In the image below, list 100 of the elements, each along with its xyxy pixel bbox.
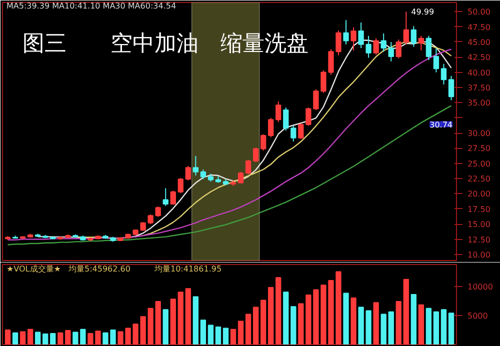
- y-tick-label: 45.00: [468, 38, 490, 47]
- bar: [72, 332, 78, 344]
- bar: [12, 332, 18, 344]
- y-tick-label: 50.00: [468, 8, 490, 17]
- bar: [373, 302, 379, 344]
- bar: [426, 308, 432, 344]
- candlestick: [155, 206, 161, 218]
- y-tick-label: 37.50: [468, 83, 490, 92]
- candlestick: [358, 22, 364, 49]
- bar: [50, 332, 56, 344]
- bar: [283, 292, 289, 344]
- candlestick: [252, 147, 259, 163]
- candlestick: [380, 32, 386, 52]
- y-tick-label: 10.00: [468, 250, 490, 260]
- candlestick: [366, 35, 372, 58]
- bar: [380, 314, 386, 344]
- bar: [403, 278, 409, 344]
- y-tick-label: 22.50: [468, 174, 490, 184]
- bar: [343, 292, 349, 344]
- candlestick: [433, 48, 440, 73]
- candlestick: [343, 20, 349, 45]
- bar: [396, 300, 402, 344]
- candlestick: [268, 117, 274, 138]
- candlestick: [373, 38, 379, 56]
- bar: [4, 329, 11, 344]
- candlestick: [245, 159, 252, 175]
- candlestick: [162, 188, 168, 206]
- bar: [192, 296, 199, 344]
- bar: [433, 311, 440, 344]
- bar: [418, 304, 424, 344]
- y-tick-label: 20.00: [468, 190, 490, 199]
- bar: [65, 330, 71, 344]
- line-series: [7, 105, 452, 246]
- bar: [200, 320, 206, 344]
- candlestick: [426, 35, 432, 61]
- annotation: 49.99: [411, 8, 434, 17]
- bar: [230, 328, 236, 344]
- candlestick: [260, 134, 266, 152]
- y-tick-label: 40.00: [468, 68, 490, 78]
- candlestick: [200, 168, 206, 180]
- bar: [245, 314, 252, 344]
- y-tick-label: 47.50: [468, 22, 490, 32]
- annotation: ★VOL成交量★: [6, 264, 61, 274]
- bar: [388, 311, 394, 344]
- bar: [58, 332, 64, 344]
- bar: [185, 288, 191, 344]
- bar: [155, 300, 161, 344]
- bar: [20, 331, 26, 344]
- annotation: 30.74: [430, 120, 453, 130]
- y-tick-label: 30.00: [468, 129, 490, 138]
- candlestick: [388, 41, 394, 62]
- bar: [298, 303, 304, 344]
- bar: [162, 309, 168, 344]
- annotation: MA5:39.39 MA10:41.10 MA30 MA60:34.54: [6, 2, 176, 10]
- bar: [35, 332, 41, 344]
- bar: [80, 328, 86, 344]
- y-tick-label: 5000: [468, 311, 488, 320]
- candlestick: [298, 122, 304, 140]
- candlestick: [170, 190, 176, 206]
- candlestick: [276, 100, 282, 123]
- y-tick-label: 15.00: [468, 220, 490, 230]
- candlestick: [178, 177, 184, 194]
- y-tick-label: 17.50: [468, 204, 490, 214]
- bar: [170, 298, 176, 344]
- bar: [252, 306, 259, 344]
- bar: [448, 312, 454, 344]
- bar: [238, 320, 244, 344]
- candlestick: [290, 125, 296, 142]
- y-tick-label: 42.50: [468, 53, 490, 62]
- text: 图三 空中加油 缩量洗盘: [22, 32, 308, 56]
- candlestick: [418, 35, 424, 51]
- bar: [268, 286, 274, 344]
- candlestick: [185, 165, 191, 181]
- candlestick: [192, 156, 199, 176]
- y-tick-label: 25.00: [468, 159, 490, 168]
- candlestick: [440, 63, 447, 85]
- annotation: 均量5:45962.60: [68, 264, 130, 274]
- candlestick: [396, 39, 402, 59]
- y-tick-label: 35.00: [468, 98, 490, 108]
- y-tick-label: 12.50: [468, 235, 490, 244]
- annotation: 均量10:41861.95: [154, 264, 222, 274]
- bar: [208, 324, 214, 344]
- candlestick: [283, 107, 289, 132]
- bar: [222, 328, 229, 344]
- candlestick: [320, 70, 326, 94]
- bar: [276, 277, 282, 344]
- candlestick: [403, 11, 409, 45]
- candlestick: [238, 171, 244, 184]
- bar: [290, 306, 296, 344]
- candlestick: [448, 75, 454, 101]
- bar: [42, 334, 48, 344]
- bar: [410, 294, 416, 344]
- y-tick-label: 10000: [468, 282, 493, 292]
- bar: [350, 297, 356, 344]
- bar: [260, 300, 266, 344]
- bar: [178, 292, 184, 344]
- candlestick: [410, 26, 416, 48]
- bar: [27, 328, 34, 344]
- bar: [215, 326, 222, 344]
- bar: [440, 309, 447, 344]
